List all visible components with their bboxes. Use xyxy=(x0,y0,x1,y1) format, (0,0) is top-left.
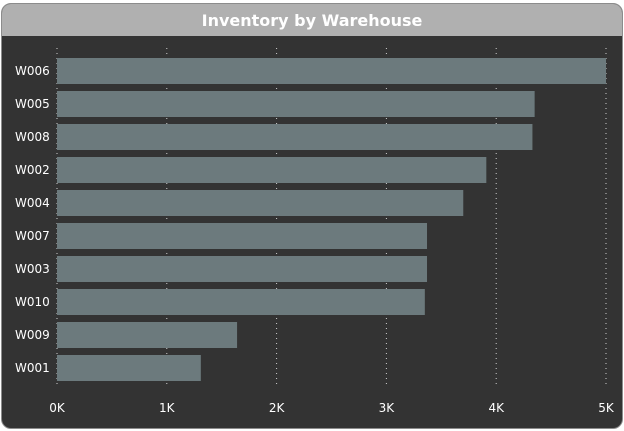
bar-w009[interactable] xyxy=(57,322,238,348)
chart-title: Inventory by Warehouse xyxy=(201,10,423,30)
x-axis-tick-labels: 0K 1K 2K 3K 4K 5K xyxy=(49,401,615,415)
category-label: W005 xyxy=(15,97,50,111)
category-label: W010 xyxy=(15,295,50,309)
bar-w007[interactable] xyxy=(57,223,428,249)
category-label: W007 xyxy=(15,229,50,243)
category-labels: W006 W005 W008 W002 W004 W007 W003 W010 W009 W001 xyxy=(15,64,50,375)
category-label: W004 xyxy=(15,196,50,210)
x-tick-label: 3K xyxy=(379,401,396,415)
x-tick-label: 2K xyxy=(269,401,286,415)
bars xyxy=(57,58,606,381)
x-tick-label: 1K xyxy=(159,401,176,415)
bar-w001[interactable] xyxy=(57,355,201,381)
category-label: W002 xyxy=(15,163,50,177)
category-label: W008 xyxy=(15,130,50,144)
bar-w002[interactable] xyxy=(57,157,487,183)
chart-card: Inventory by Warehouse W006 W005 W008 W002 W… xyxy=(1,3,623,429)
category-label: W001 xyxy=(15,361,50,375)
category-label: W009 xyxy=(15,328,50,342)
bar-w005[interactable] xyxy=(57,91,535,117)
category-label: W006 xyxy=(15,64,50,78)
x-tick-label: 4K xyxy=(488,401,505,415)
bar-w004[interactable] xyxy=(57,190,464,216)
bar-w003[interactable] xyxy=(57,256,428,282)
x-tick-label: 5K xyxy=(598,401,615,415)
chart-title-bar: Inventory by Warehouse xyxy=(2,4,622,36)
x-tick-label: 0K xyxy=(49,401,66,415)
bar-w010[interactable] xyxy=(57,289,425,315)
bar-w006[interactable] xyxy=(57,58,606,84)
bar-chart: W006 W005 W008 W002 W004 W007 W003 W010 W009 W001… xyxy=(15,48,615,415)
category-label: W003 xyxy=(15,262,50,276)
bar-w008[interactable] xyxy=(57,124,533,150)
